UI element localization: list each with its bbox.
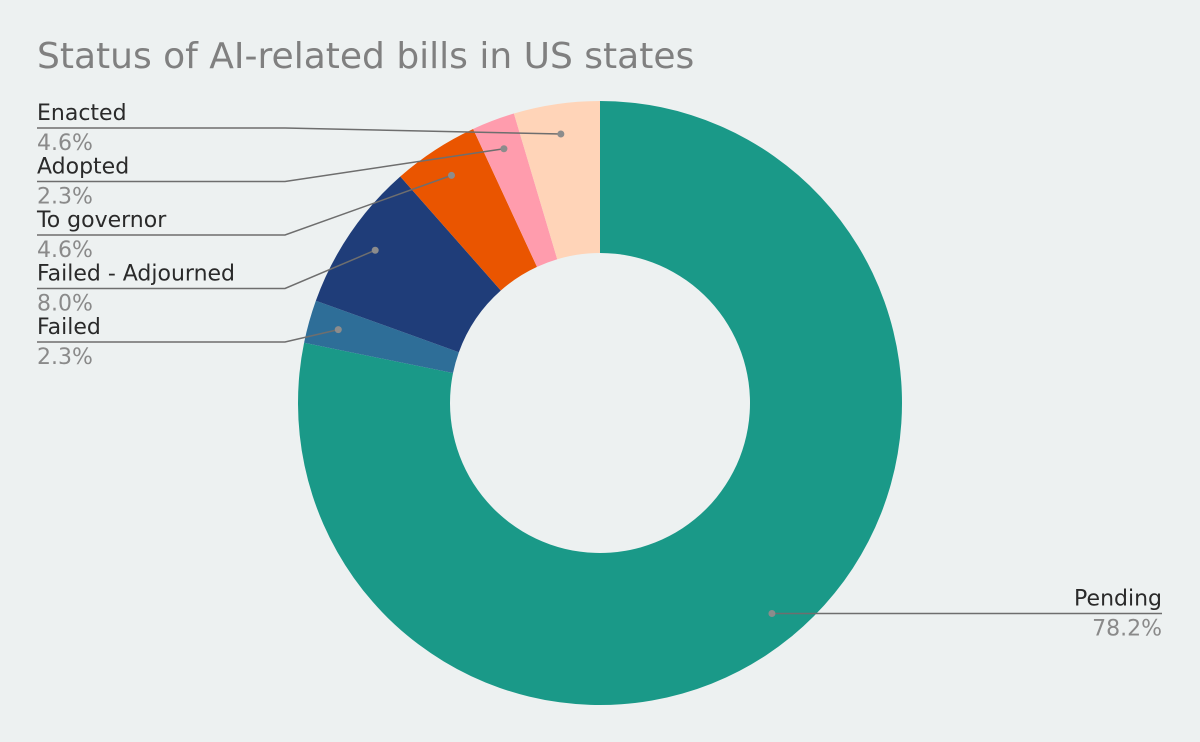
leader-line-failed-adjourned <box>37 249 376 290</box>
leader-line-adopted <box>37 148 505 183</box>
leader-dot-pending <box>768 610 776 618</box>
slice-label-pending: Pending <box>1074 587 1162 612</box>
leader-dot-failed-adjourned <box>371 246 379 254</box>
slice-label-to-governor: To governor <box>36 208 167 233</box>
leader-lines <box>37 127 1162 618</box>
leader-dot-adopted <box>500 145 508 153</box>
chart-title: Status of AI-related bills in US states <box>37 36 694 77</box>
slice-failed-adjourned <box>315 176 501 353</box>
slice-percent-enacted: 4.6% <box>37 131 93 156</box>
slice-adopted <box>473 113 558 267</box>
leader-line-enacted <box>37 127 561 135</box>
slice-to-governor <box>400 128 537 291</box>
leader-line-failed <box>37 328 339 343</box>
slice-label-failed-adjourned: Failed - Adjourned <box>37 262 235 287</box>
slice-label-adopted: Adopted <box>37 155 129 180</box>
leader-dot-failed <box>334 326 342 334</box>
donut-slices <box>298 101 903 705</box>
leader-dot-enacted <box>557 130 565 138</box>
slice-enacted <box>513 101 600 260</box>
slice-pending <box>298 101 903 705</box>
slice-percent-failed-adjourned: 8.0% <box>37 292 93 317</box>
slice-percent-to-governor: 4.6% <box>37 238 93 263</box>
slice-percent-pending: 78.2% <box>1092 617 1162 642</box>
slice-failed <box>304 300 459 374</box>
slice-percent-failed: 2.3% <box>37 345 93 370</box>
slice-percent-adopted: 2.3% <box>37 185 93 210</box>
leader-line-to-governor <box>37 174 452 236</box>
slice-label-failed: Failed <box>37 315 101 340</box>
slice-label-enacted: Enacted <box>37 101 127 126</box>
leader-dot-to-governor <box>447 171 455 179</box>
